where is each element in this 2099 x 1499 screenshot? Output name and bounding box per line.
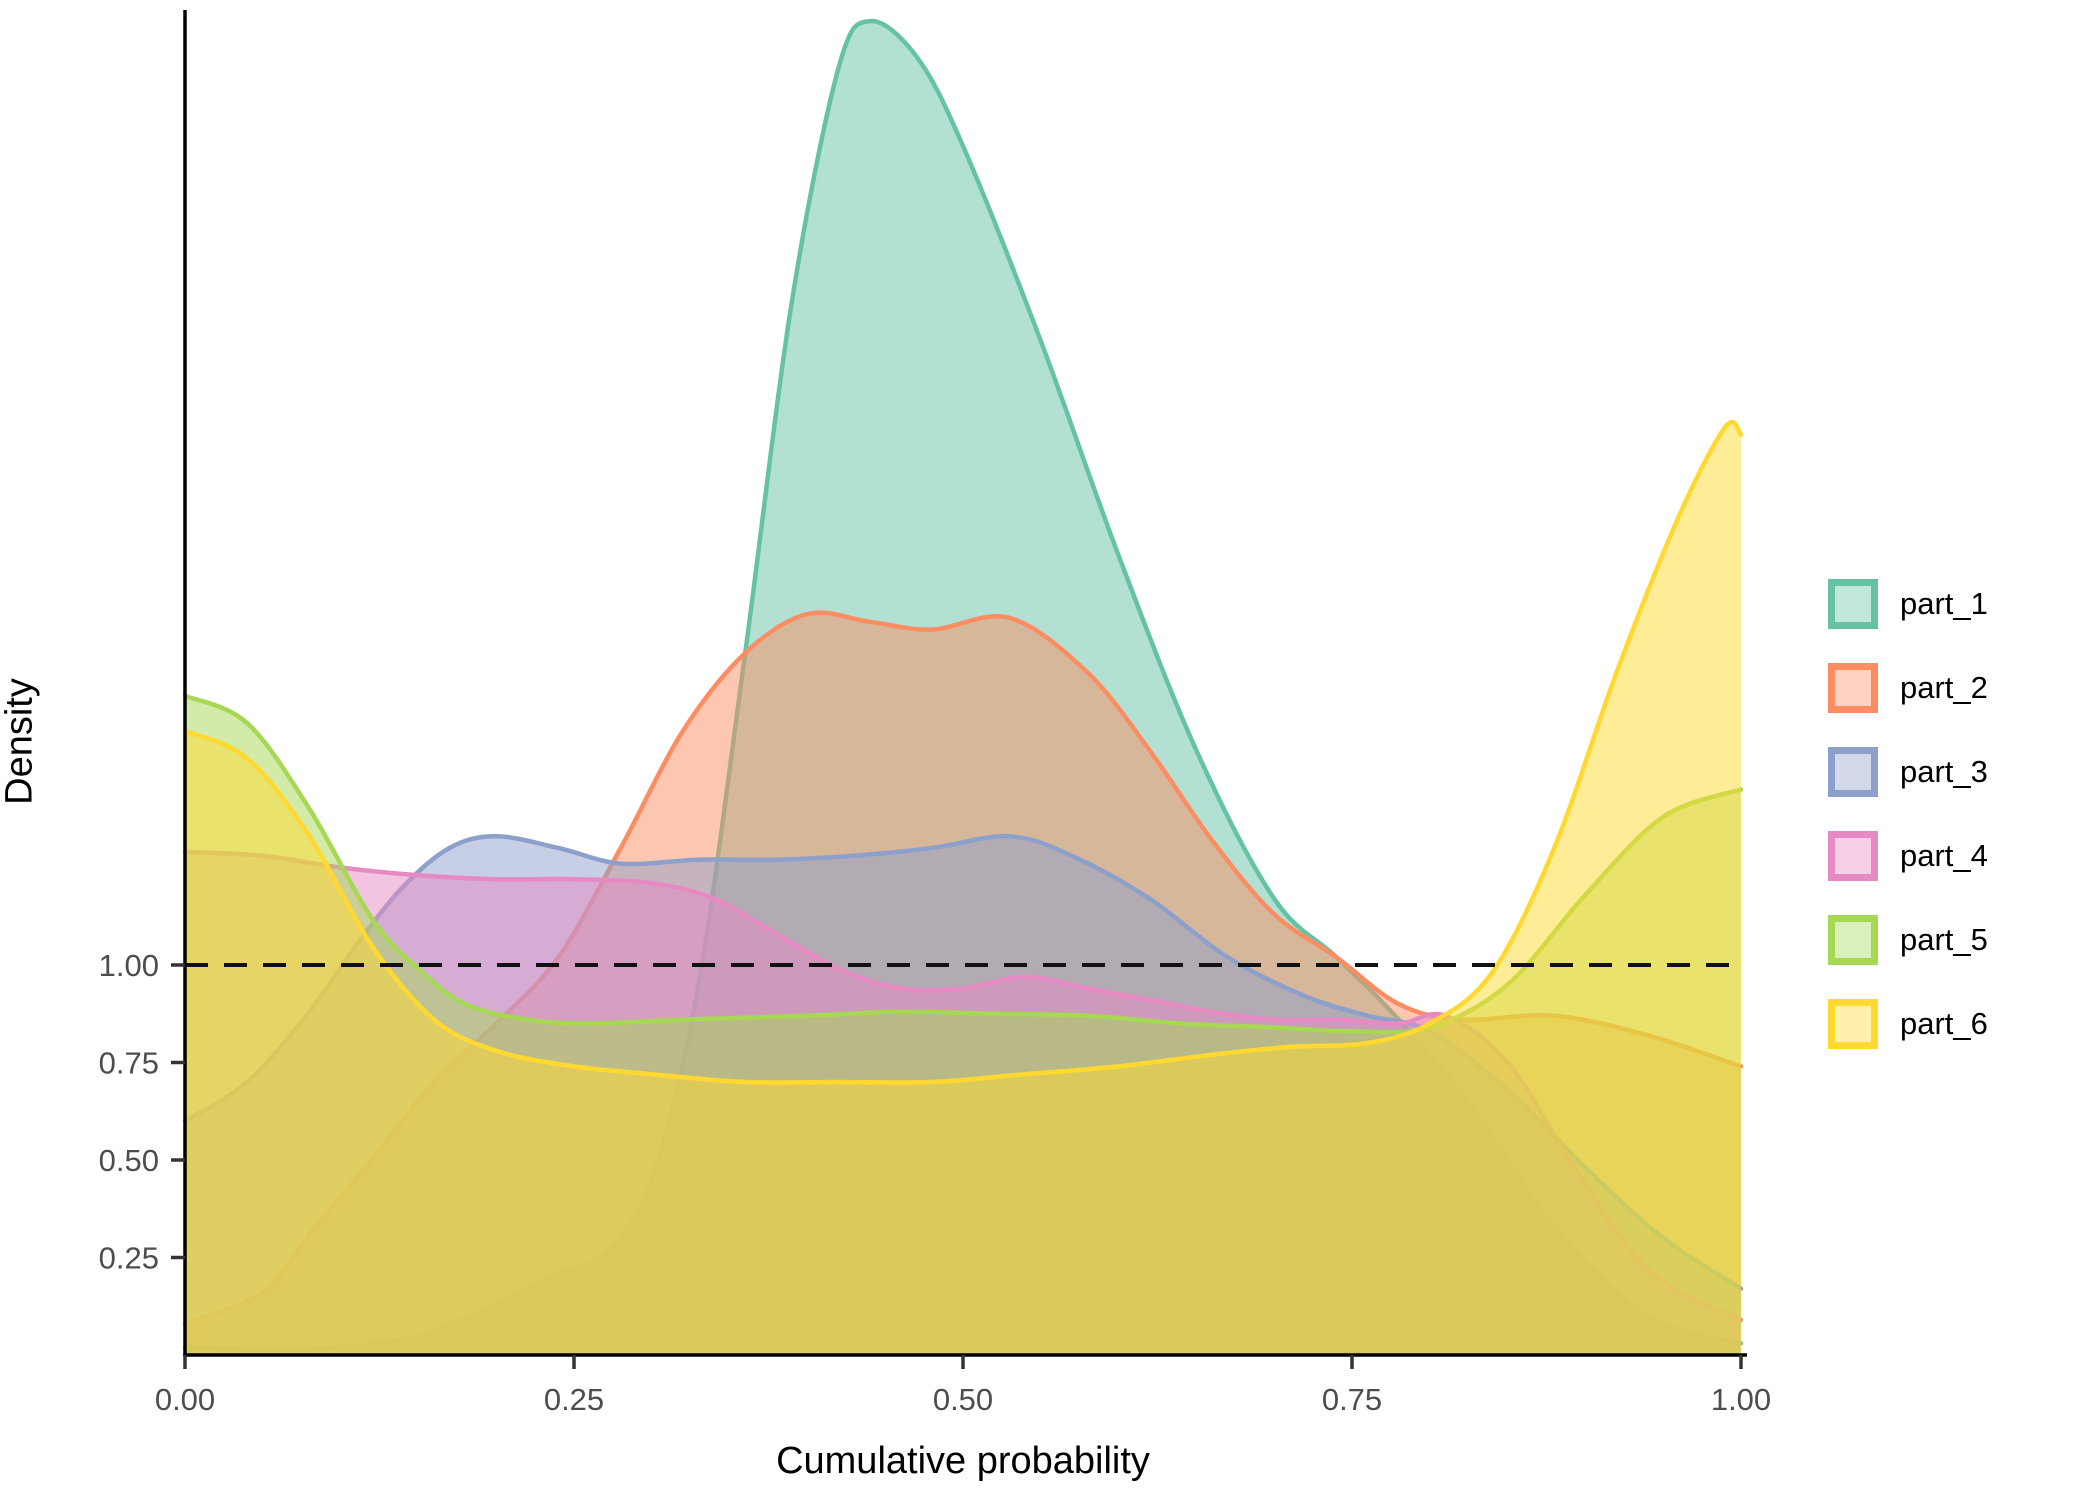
legend-swatch-part-1 — [1828, 579, 1878, 629]
y-tick-label: 1.00 — [99, 948, 159, 983]
legend-item-part-5: part_5 — [1828, 898, 1988, 982]
density-area-part_6 — [185, 422, 1741, 1355]
legend-swatch-part-2 — [1828, 663, 1878, 713]
x-tick-label: 0.75 — [1322, 1382, 1382, 1417]
y-axis-title: Density — [0, 678, 41, 805]
legend-swatch-part-4 — [1828, 831, 1878, 881]
legend-item-part-6: part_6 — [1828, 982, 1988, 1066]
legend: part_1 part_2 part_3 part_4 part_5 part_… — [1828, 562, 1988, 1066]
x-tick-label: 0.25 — [544, 1382, 604, 1417]
legend-label: part_1 — [1900, 586, 1988, 621]
legend-item-part-4: part_4 — [1828, 814, 1988, 898]
legend-label: part_4 — [1900, 838, 1988, 873]
legend-item-part-2: part_2 — [1828, 646, 1988, 730]
y-tick-label: 0.25 — [99, 1241, 159, 1276]
legend-swatch-part-6 — [1828, 999, 1878, 1049]
legend-item-part-3: part_3 — [1828, 730, 1988, 814]
x-tick-label: 0.50 — [933, 1382, 993, 1417]
y-tick-label: 0.75 — [99, 1046, 159, 1081]
legend-label: part_5 — [1900, 922, 1988, 957]
legend-item-part-1: part_1 — [1828, 562, 1988, 646]
density-line-part_6 — [182, 419, 1744, 1085]
legend-label: part_6 — [1900, 1006, 1988, 1041]
x-axis-title: Cumulative probability — [776, 1440, 1150, 1482]
legend-swatch-part-5 — [1828, 915, 1878, 965]
legend-label: part_2 — [1900, 670, 1988, 705]
x-tick-label: 0.00 — [155, 1382, 215, 1417]
x-tick-label: 1.00 — [1711, 1382, 1771, 1417]
legend-swatch-part-3 — [1828, 747, 1878, 797]
legend-label: part_3 — [1900, 754, 1988, 789]
y-tick-label: 0.50 — [99, 1143, 159, 1178]
